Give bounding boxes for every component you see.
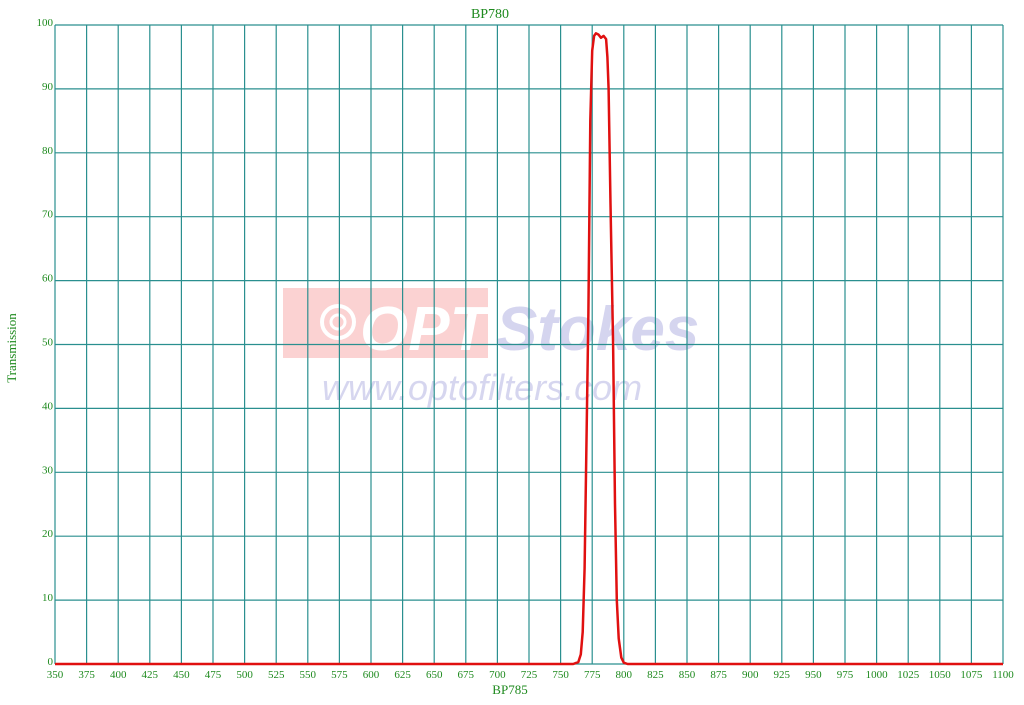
x-tick-label: 425 bbox=[142, 669, 159, 681]
x-tick-label: 500 bbox=[236, 669, 253, 681]
x-tick-label: 1025 bbox=[897, 669, 920, 681]
x-tick-label: 550 bbox=[300, 669, 317, 681]
x-tick-label: 575 bbox=[331, 669, 348, 681]
y-tick-label: 50 bbox=[42, 337, 54, 349]
x-tick-label: 750 bbox=[552, 669, 569, 681]
x-tick-label: 925 bbox=[774, 669, 791, 681]
x-tick-label: 850 bbox=[679, 669, 696, 681]
x-tick-label: 375 bbox=[78, 669, 95, 681]
logo-url: www.optofilters.com bbox=[322, 367, 642, 408]
watermark-logo: OPTO Stokes www.optofilters.com bbox=[283, 288, 699, 408]
x-tick-label: 525 bbox=[268, 669, 285, 681]
x-tick-label: 650 bbox=[426, 669, 443, 681]
y-tick-label: 20 bbox=[42, 528, 54, 540]
logo-block bbox=[283, 288, 488, 358]
x-tick-label: 875 bbox=[710, 669, 727, 681]
y-tick-label: 100 bbox=[37, 17, 54, 29]
x-tick-label: 400 bbox=[110, 669, 127, 681]
grid bbox=[54, 24, 1004, 665]
y-tick-label: 80 bbox=[42, 145, 54, 157]
x-tick-label: 600 bbox=[363, 669, 380, 681]
x-tick-label: 350 bbox=[47, 669, 64, 681]
tick-labels: 350 375 400 425 450 475 500 525 550 575 600 625 650 6… bbox=[37, 17, 1015, 681]
x-axis-label: BP785 bbox=[492, 682, 527, 697]
x-tick-label: 800 bbox=[616, 669, 633, 681]
y-tick-label: 0 bbox=[48, 656, 54, 668]
x-tick-label: 450 bbox=[173, 669, 190, 681]
logo-brand-b: Stokes bbox=[496, 295, 699, 364]
logo-lens-icon bbox=[320, 304, 356, 340]
y-axis-label: Transmission bbox=[4, 313, 19, 383]
x-tick-label: 900 bbox=[742, 669, 759, 681]
y-tick-label: 90 bbox=[42, 81, 54, 93]
x-tick-label: 825 bbox=[647, 669, 664, 681]
x-tick-label: 950 bbox=[805, 669, 822, 681]
x-tick-label: 1075 bbox=[960, 669, 983, 681]
y-tick-label: 30 bbox=[42, 464, 54, 476]
series-line bbox=[55, 32, 1003, 666]
x-tick-label: 625 bbox=[394, 669, 411, 681]
y-tick-label: 70 bbox=[42, 209, 54, 221]
y-tick-label: 40 bbox=[42, 400, 54, 412]
x-tick-label: 1100 bbox=[992, 669, 1014, 681]
logo-lens-inner bbox=[329, 313, 347, 331]
x-tick-label: 775 bbox=[584, 669, 601, 681]
chart-title: BP780 bbox=[471, 7, 509, 22]
x-tick-label: 475 bbox=[205, 669, 222, 681]
x-tick-label: 1000 bbox=[866, 669, 889, 681]
x-tick-label: 1050 bbox=[929, 669, 952, 681]
x-tick-label: 725 bbox=[521, 669, 538, 681]
x-tick-label: 675 bbox=[458, 669, 475, 681]
x-tick-label: 700 bbox=[489, 669, 506, 681]
logo-brand-a: OPTO bbox=[360, 295, 535, 364]
y-tick-label: 60 bbox=[42, 273, 54, 285]
y-tick-label: 10 bbox=[42, 592, 54, 604]
x-tick-label: 975 bbox=[837, 669, 854, 681]
